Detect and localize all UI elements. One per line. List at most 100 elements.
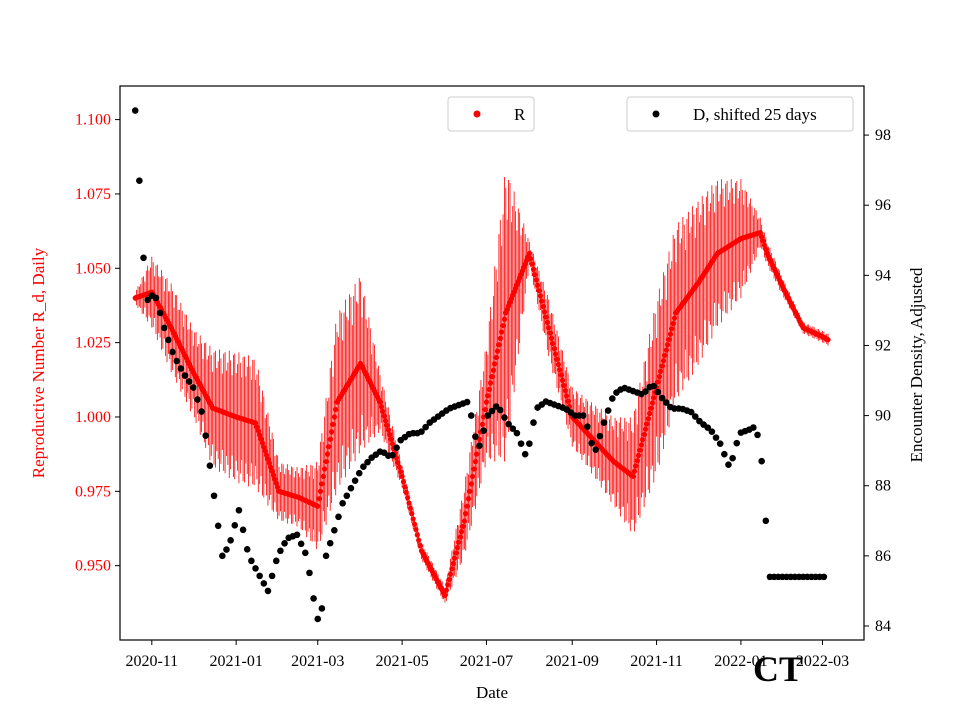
r-point <box>443 587 449 593</box>
r-point <box>537 293 544 299</box>
d-point <box>750 424 757 431</box>
d-point <box>642 388 649 395</box>
r-point <box>547 330 553 336</box>
r-point <box>541 309 548 315</box>
x-tick-label: 2021-11 <box>630 653 683 670</box>
r-point <box>670 320 676 327</box>
d-point <box>820 573 828 581</box>
d-point <box>496 406 504 414</box>
d-point <box>418 428 425 435</box>
watermark-logo: CT <box>753 649 803 689</box>
d-point <box>758 457 765 465</box>
r-point <box>465 496 472 502</box>
r-point <box>324 451 331 457</box>
r-point <box>387 432 393 438</box>
r-point <box>446 576 452 583</box>
r-point <box>635 452 642 459</box>
d-point <box>198 408 205 415</box>
d-point <box>501 414 508 421</box>
left-y-axis-ticks: 0.950 0.975 1.000 1.025 1.050 1.075 1.100 <box>75 112 120 575</box>
r-point <box>488 380 494 386</box>
left-y-tick-label: 1.025 <box>75 335 111 352</box>
d-point <box>463 398 471 406</box>
d-point <box>268 572 276 580</box>
plot-area <box>131 107 831 623</box>
d-point <box>712 434 720 441</box>
d-point <box>604 407 612 414</box>
plot-frame <box>119 85 865 641</box>
d-point <box>521 450 529 458</box>
r-point <box>322 466 328 472</box>
d-point <box>339 499 346 507</box>
d-point <box>152 294 160 302</box>
r-point <box>667 331 673 337</box>
right-y-tick-label: 94 <box>875 267 891 284</box>
r-point <box>413 526 419 533</box>
right-y-tick-label: 84 <box>875 618 891 635</box>
r-point <box>550 340 556 347</box>
d-point <box>596 432 604 440</box>
d-point <box>335 513 342 521</box>
d-point <box>302 549 309 557</box>
d-point <box>144 296 151 304</box>
d-point <box>654 388 662 396</box>
r-point <box>630 473 636 480</box>
r-point <box>468 481 474 487</box>
d-point <box>609 395 616 402</box>
r-point <box>471 466 477 472</box>
r-point <box>640 437 646 443</box>
r-point <box>378 404 384 410</box>
legend-r-marker <box>473 110 481 118</box>
r-point <box>535 282 541 288</box>
r-point <box>644 421 650 427</box>
d-point <box>467 412 475 419</box>
d-point <box>658 394 666 402</box>
left-y-tick-label: 1.000 <box>75 409 111 426</box>
right-y-axis-ticks: 84 86 88 90 92 94 96 98 <box>864 127 891 635</box>
d-point <box>206 462 214 469</box>
d-point <box>281 540 288 547</box>
d-point <box>140 254 147 262</box>
r-point <box>558 372 564 378</box>
d-point <box>185 378 193 385</box>
r-point <box>671 315 678 321</box>
d-point <box>526 440 533 447</box>
r-point <box>405 495 411 501</box>
r-point <box>331 414 337 420</box>
d-point <box>662 399 670 406</box>
d-point <box>310 595 317 602</box>
r-point <box>486 386 492 392</box>
r-point <box>501 316 508 322</box>
r-point <box>659 363 665 369</box>
r-point <box>544 319 550 326</box>
d-point <box>306 569 313 577</box>
r-point <box>485 393 491 399</box>
d-point <box>592 446 600 453</box>
d-point <box>733 439 741 447</box>
left-y-tick-label: 0.975 <box>75 483 111 500</box>
d-point <box>364 458 371 466</box>
d-point <box>169 348 176 356</box>
r-point <box>546 325 552 331</box>
d-point <box>156 309 164 317</box>
r-point <box>445 582 451 588</box>
d-point <box>517 440 525 447</box>
legend-d-marker <box>652 110 660 118</box>
legend-d-label: D, shifted 25 days <box>693 105 817 124</box>
right-y-tick-label: 92 <box>875 337 891 354</box>
r-point <box>381 413 387 419</box>
d-point <box>235 506 243 514</box>
d-point <box>505 420 512 428</box>
d-point <box>277 547 284 555</box>
d-point <box>160 324 168 332</box>
d-point <box>343 492 351 500</box>
r-point <box>454 545 461 551</box>
d-point <box>725 461 732 468</box>
r-point <box>529 261 535 267</box>
r-point <box>449 566 455 572</box>
d-point <box>472 433 479 440</box>
left-y-tick-label: 1.100 <box>75 112 111 129</box>
r-point <box>647 410 653 417</box>
r-point <box>395 459 401 466</box>
